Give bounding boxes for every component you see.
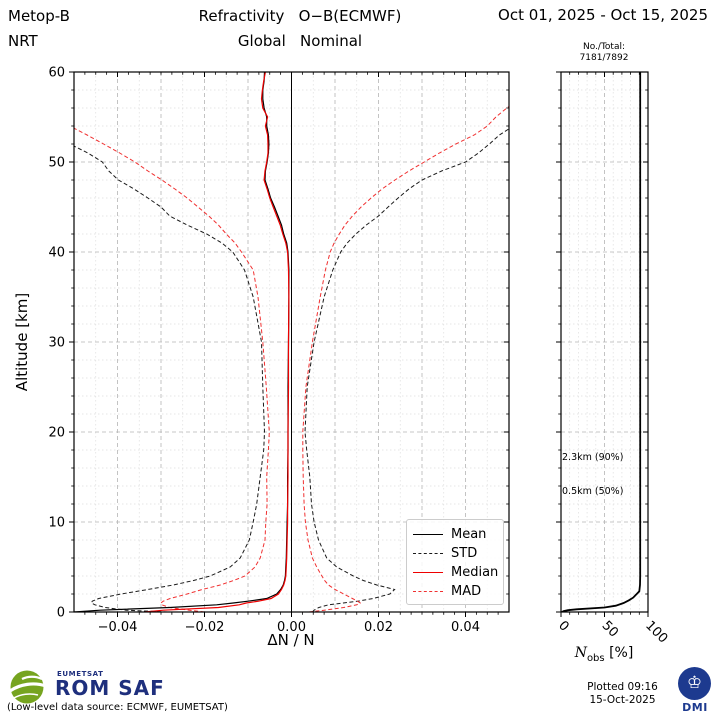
x-axis-label: ΔN / N xyxy=(267,631,315,649)
satellite-name: Metop-B xyxy=(8,7,70,25)
dmi-wordmark: DMI xyxy=(682,701,708,714)
counts-label: No./Total: xyxy=(582,42,626,52)
annotation-50pct: 0.5km (50%) xyxy=(562,486,624,497)
counts-block: No./Total: 7181/7892 xyxy=(580,42,629,64)
plotted-timestamp: Plotted 09:16 15-Oct-2025 xyxy=(570,681,675,707)
y-axis-label: Altitude [km] xyxy=(13,292,31,392)
svg-text:20: 20 xyxy=(48,426,65,441)
nobs-label-unit: [%] xyxy=(604,645,634,661)
annotation-90pct: 2.3km (90%) xyxy=(562,452,624,463)
svg-text:0.02: 0.02 xyxy=(364,620,393,635)
std-line-sample xyxy=(413,553,443,554)
plotted-time: Plotted 09:16 xyxy=(587,681,658,693)
romsaf-logo-text: EUMETSAT ROM SAF xyxy=(55,666,165,698)
processing-mode: NRT xyxy=(8,32,38,50)
svg-text:10: 10 xyxy=(48,516,65,531)
svg-text:−0.02: −0.02 xyxy=(185,620,225,635)
romsaf-globe-icon xyxy=(9,670,47,704)
svg-text:0.00: 0.00 xyxy=(277,620,306,635)
legend-label-std: STD xyxy=(451,546,478,561)
svg-text:−0.04: −0.04 xyxy=(98,620,138,635)
legend-label-median: Median xyxy=(451,565,499,580)
dmi-logo: ♔ DMI xyxy=(678,667,712,714)
dmi-crown-icon: ♔ xyxy=(678,667,711,700)
svg-text:0: 0 xyxy=(555,618,571,634)
mad-line-sample xyxy=(413,591,443,592)
legend-item-median: Median xyxy=(413,563,503,582)
nobs-axis-label: Nobs [%] xyxy=(575,645,634,664)
eumetsat-wordmark: EUMETSAT xyxy=(57,670,104,678)
svg-text:0: 0 xyxy=(57,606,65,621)
svg-text:40: 40 xyxy=(48,246,65,261)
plot-subtitle: Global Nominal xyxy=(237,32,363,50)
legend-label-mean: Mean xyxy=(451,527,487,542)
romsaf-logo: EUMETSAT ROM SAF xyxy=(8,666,208,706)
svg-text:100: 100 xyxy=(642,618,670,646)
nobs-label-sub: obs xyxy=(586,652,605,664)
plot-title: Refractivity O−B(ECMWF) xyxy=(198,7,402,25)
plotted-date: 15-Oct-2025 xyxy=(589,694,656,706)
median-line-sample xyxy=(413,572,443,573)
svg-text:50: 50 xyxy=(599,618,621,640)
data-source-note: (Low-level data source: ECMWF, EUMETSAT) xyxy=(7,702,228,713)
svg-text:0.04: 0.04 xyxy=(451,620,480,635)
legend-item-mad: MAD xyxy=(413,582,503,601)
legend-item-std: STD xyxy=(413,544,503,563)
romsaf-wordmark: ROM SAF xyxy=(55,676,165,700)
legend-item-mean: Mean xyxy=(413,525,503,544)
counts-value: 7181/7892 xyxy=(579,53,629,63)
date-range: Oct 01, 2025 - Oct 15, 2025 xyxy=(498,6,708,24)
mean-line-sample xyxy=(413,534,443,535)
svg-text:30: 30 xyxy=(48,336,65,351)
svg-text:60: 60 xyxy=(48,66,65,81)
legend-label-mad: MAD xyxy=(451,584,482,599)
svg-text:50: 50 xyxy=(48,156,65,171)
legend: Mean STD Median MAD xyxy=(406,519,504,605)
nobs-label-n: N xyxy=(574,645,587,661)
